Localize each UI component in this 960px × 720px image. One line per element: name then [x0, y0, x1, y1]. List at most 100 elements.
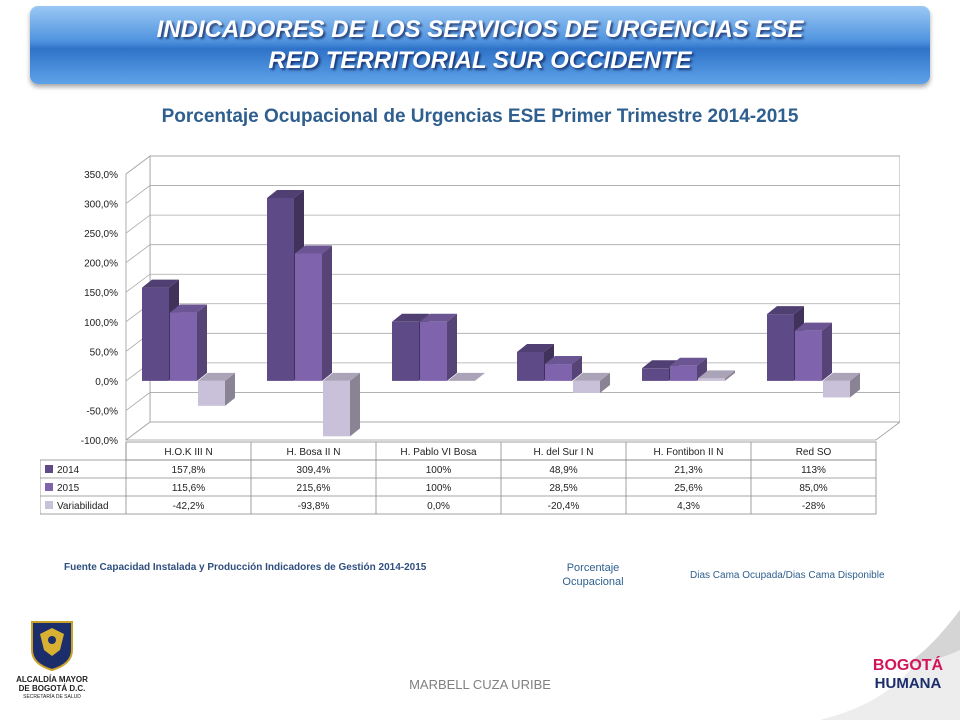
gridline — [125, 185, 900, 204]
page-curl-decoration — [820, 610, 960, 720]
bar-side-2015 — [697, 357, 707, 381]
y-tick-label: 100,0% — [84, 318, 118, 329]
bar-top-variabilidad — [323, 372, 360, 381]
bar-2014 — [267, 197, 294, 381]
gridline — [125, 421, 900, 441]
logo-left-line1: ALCALDÍA MAYOR — [16, 675, 88, 684]
logo-right-line1: BOGOTÁ — [873, 655, 944, 674]
header-banner: INDICADORES DE LOS SERVICIOS DE URGENCIA… — [30, 6, 930, 84]
data-value-label: 115,6% — [172, 483, 205, 494]
data-value-label: 85,0% — [799, 483, 827, 494]
data-value-label: 21,3% — [674, 465, 702, 476]
bar-2015 — [420, 321, 447, 381]
legend-label: 2014 — [57, 465, 80, 476]
metric-label: Porcentaje Ocupacional — [548, 561, 638, 589]
data-value-label: 100% — [426, 465, 452, 476]
bar-side-variabilidad — [725, 370, 735, 381]
bar-side-variabilidad — [225, 372, 235, 406]
bar-side-variabilidad — [600, 372, 610, 393]
metric-label-line1: Porcentaje — [566, 562, 620, 574]
bar-side-2015 — [322, 245, 332, 381]
header-title-line2: RED TERRITORIAL SUR OCCIDENTE — [268, 47, 692, 74]
bar-2014 — [392, 321, 419, 381]
bar-variabilidad — [823, 380, 850, 398]
logo-left-line3: SECRETARÍA DE SALUD — [23, 693, 81, 700]
data-value-label: 100% — [426, 483, 452, 494]
data-value-label: 157,8% — [172, 465, 206, 476]
data-value-label: -93,8% — [298, 501, 330, 512]
bar-top-2014 — [517, 343, 554, 352]
legend-key-2015 — [45, 483, 53, 491]
data-value-label: 0,0% — [427, 501, 450, 512]
bar-2014 — [767, 314, 794, 381]
bar-side-variabilidad — [350, 372, 360, 437]
legend-key-2014 — [45, 465, 53, 473]
bar-side-2015 — [572, 356, 582, 381]
bar-top-2015 — [170, 304, 207, 313]
y-tick-label: 0,0% — [95, 377, 118, 388]
bar-top-2015 — [545, 356, 582, 365]
alcaldia-bogota-logo: ALCALDÍA MAYOR DE BOGOTÁ D.C. SECRETARÍA… — [16, 621, 88, 700]
metric-label-line2: Ocupacional — [562, 576, 624, 588]
logo-right-line2: HUMANA — [875, 675, 942, 692]
data-value-label: 215,6% — [297, 483, 331, 494]
bar-chart: 350,0% 300,0% 250,0% 200,0% 150,0% 100,0% 50,0… — [40, 155, 900, 515]
data-value-label: 25,6% — [674, 483, 702, 494]
legend-label: Variabilidad — [57, 501, 109, 512]
bar-variabilidad — [198, 380, 225, 406]
gridline — [125, 392, 900, 411]
bar-side-variabilidad — [850, 372, 860, 398]
bar-side-2015 — [447, 313, 457, 381]
data-value-label: 28,5% — [549, 483, 577, 494]
gridline — [125, 244, 900, 263]
category-label: Red SO — [796, 447, 832, 458]
data-value-label: 309,4% — [297, 465, 331, 476]
author-name: MARBELL CUZA URIBE — [409, 677, 551, 692]
source-note: Fuente Capacidad Instalada y Producción … — [64, 562, 427, 573]
logo-left-line2: DE BOGOTÁ D.C. — [19, 684, 86, 693]
bogota-humana-logo: BOGOTÁ HUMANA — [873, 655, 944, 692]
data-value-label: -42,2% — [173, 501, 205, 512]
category-label: H. Pablo VI Bosa — [400, 447, 477, 458]
bar-side-2015 — [822, 322, 832, 381]
bar-2015 — [795, 330, 822, 381]
bar-top-variabilidad — [573, 372, 610, 381]
bar-top-2014 — [142, 279, 179, 288]
bar-2015 — [545, 364, 572, 381]
category-label: H.O.K III N — [164, 447, 212, 458]
bar-top-variabilidad — [448, 372, 485, 381]
bar-top-2015 — [795, 322, 832, 331]
chart-title: Porcentaje Ocupacional de Urgencias ESE … — [161, 106, 799, 127]
y-tick-label: 250,0% — [84, 229, 118, 240]
category-label: H. del Sur I N — [533, 447, 593, 458]
y-tick-label: 200,0% — [84, 259, 118, 270]
gridline — [125, 273, 900, 293]
data-value-label: 48,9% — [549, 465, 577, 476]
bar-top-2014 — [267, 189, 304, 198]
category-label: H. Fontibon II N — [653, 447, 723, 458]
bar-variabilidad — [573, 380, 600, 393]
formula-note: Dias Cama Ocupada/Dias Cama Disponible — [690, 570, 885, 581]
data-value-label: 4,3% — [677, 501, 700, 512]
y-tick-label: -100,0% — [81, 436, 118, 447]
y-tick-label: 300,0% — [84, 200, 118, 211]
bar-top-variabilidad — [823, 372, 860, 381]
bar-top-2014 — [642, 360, 679, 369]
legend-label: 2015 — [57, 483, 80, 494]
bar-variabilidad — [323, 380, 350, 437]
bar-top-2015 — [295, 245, 332, 254]
bar-top-2014 — [767, 306, 804, 315]
bar-top-variabilidad — [198, 372, 235, 381]
category-label: H. Bosa II N — [287, 447, 341, 458]
bar-top-2014 — [392, 313, 429, 322]
chart-floor — [126, 421, 900, 441]
bar-2015 — [295, 253, 322, 381]
y-tick-label: -50,0% — [86, 406, 118, 417]
gridline — [125, 155, 900, 175]
y-tick-label: 50,0% — [90, 347, 118, 358]
bar-top-variabilidad — [698, 370, 735, 379]
y-tick-label: 350,0% — [84, 170, 118, 181]
y-tick-label: 150,0% — [84, 288, 118, 299]
header-title-line1: INDICADORES DE LOS SERVICIOS DE URGENCIA… — [156, 16, 804, 43]
legend-key-variabilidad — [45, 501, 53, 509]
